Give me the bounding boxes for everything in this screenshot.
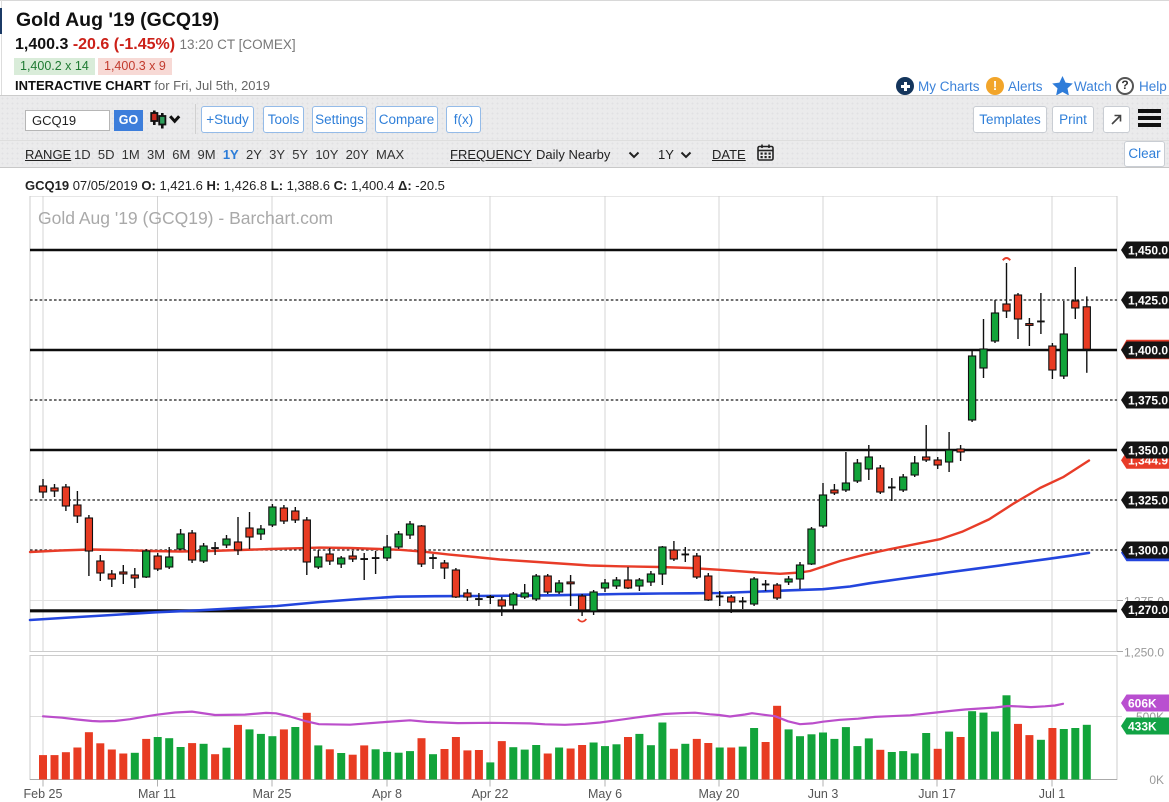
svg-text:1,425.0: 1,425.0 (1128, 294, 1168, 308)
svg-text:Gold Aug '19 (GCQ19) - Barchar: Gold Aug '19 (GCQ19) - Barchart.com (38, 208, 333, 228)
svg-text:1,450.0: 1,450.0 (1128, 244, 1168, 258)
svg-text:1,375.0: 1,375.0 (1128, 394, 1168, 408)
svg-text:1,300.0: 1,300.0 (1128, 544, 1168, 558)
svg-text:606K: 606K (1128, 697, 1157, 711)
svg-text:1,325.0: 1,325.0 (1128, 494, 1168, 508)
svg-text:1,350.0: 1,350.0 (1128, 444, 1168, 458)
svg-text:433K: 433K (1128, 720, 1157, 734)
svg-text:1,400.0: 1,400.0 (1128, 344, 1168, 358)
svg-text:1,250.0: 1,250.0 (1124, 646, 1164, 660)
svg-text:1,270.0: 1,270.0 (1128, 603, 1168, 617)
svg-text:0K: 0K (1149, 773, 1164, 787)
